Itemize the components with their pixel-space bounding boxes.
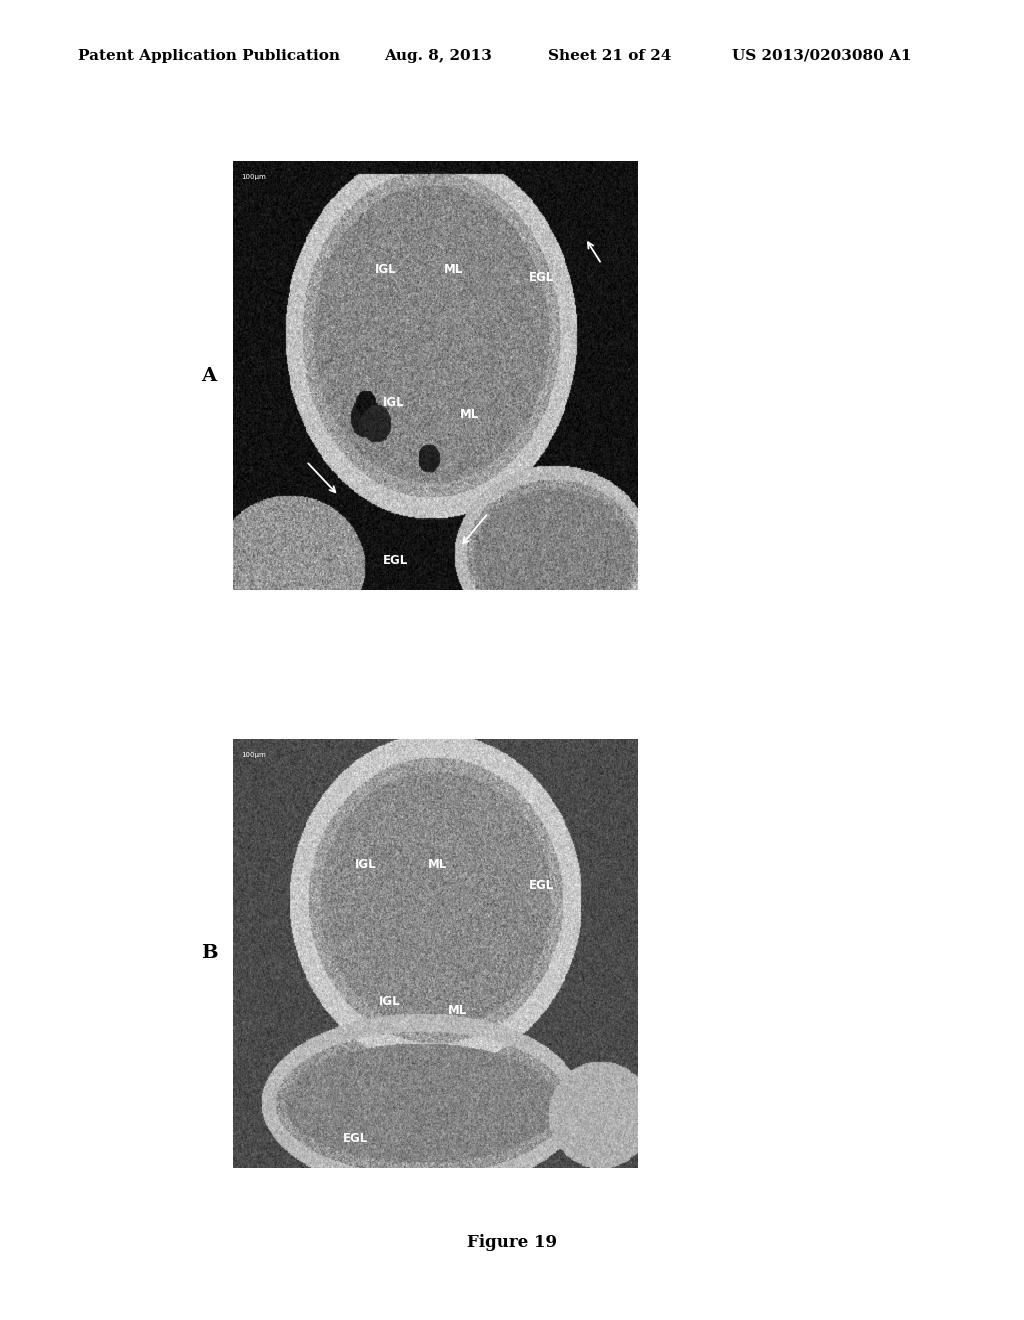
Text: IGL: IGL: [375, 263, 396, 276]
Text: ML: ML: [428, 858, 446, 871]
Text: US 2013/0203080 A1: US 2013/0203080 A1: [732, 49, 911, 63]
Text: ML: ML: [443, 263, 463, 276]
Text: 100μm: 100μm: [242, 752, 266, 758]
Text: IGL: IGL: [383, 396, 404, 409]
Text: EGL: EGL: [343, 1133, 368, 1146]
Text: EGL: EGL: [528, 271, 554, 284]
Text: Figure 19: Figure 19: [467, 1234, 557, 1251]
Text: Aug. 8, 2013: Aug. 8, 2013: [384, 49, 492, 63]
Text: B: B: [201, 944, 217, 962]
Text: IGL: IGL: [379, 995, 400, 1008]
Text: A: A: [201, 367, 216, 385]
Text: EGL: EGL: [383, 554, 409, 568]
Text: ML: ML: [460, 408, 479, 421]
Text: Sheet 21 of 24: Sheet 21 of 24: [548, 49, 671, 63]
Text: ML: ML: [447, 1003, 467, 1016]
Text: IGL: IGL: [355, 858, 377, 871]
Text: EGL: EGL: [528, 879, 554, 892]
Text: Patent Application Publication: Patent Application Publication: [78, 49, 340, 63]
Text: 100μm: 100μm: [242, 174, 266, 180]
